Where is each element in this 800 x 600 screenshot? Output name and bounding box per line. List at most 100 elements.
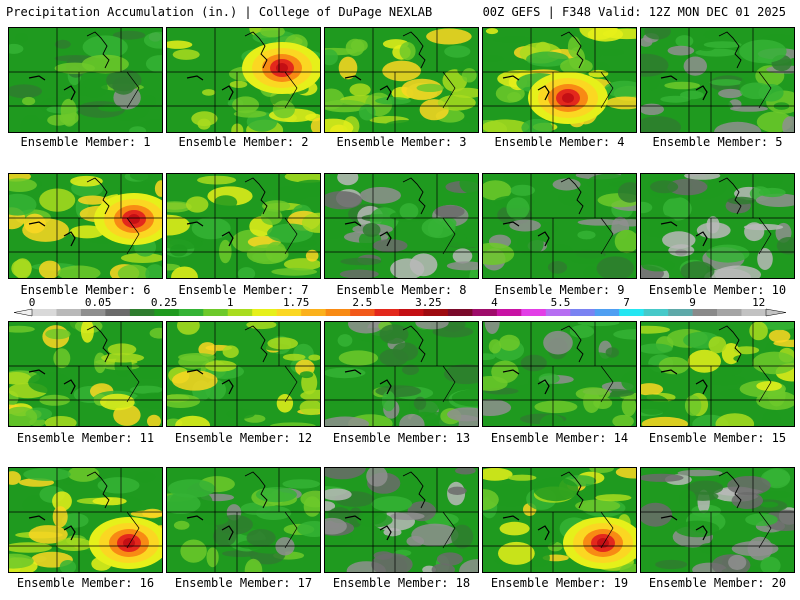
lake-outline: [718, 325, 742, 363]
precip-contour: [282, 479, 320, 489]
precip-contour: [117, 264, 150, 278]
precip-contour: [44, 416, 77, 426]
state-boundary: [600, 365, 614, 403]
state-boundary: [284, 71, 298, 109]
precip-contour: [560, 58, 593, 75]
lake-outline: [86, 325, 110, 363]
precip-contour: [267, 223, 313, 243]
lake-outline: [86, 471, 110, 509]
precip-contour: [9, 325, 35, 333]
panel-member-10: [640, 173, 795, 279]
precip-contour: [675, 249, 688, 256]
precip-contour: [305, 249, 319, 262]
precip-contour: [427, 219, 444, 238]
state-boundary: [442, 365, 456, 403]
precip-contour: [595, 494, 632, 502]
precip-contour: [756, 390, 794, 410]
river-outline: [186, 369, 234, 395]
precip-map: [325, 468, 478, 572]
precip-contour: [434, 205, 465, 218]
precip-contour: [402, 364, 419, 375]
precip-contour: [262, 200, 291, 212]
state-boundary: [126, 365, 140, 403]
colorbar-swatch: [496, 309, 522, 316]
precip-contour: [58, 86, 93, 97]
precip-contour: [9, 542, 52, 553]
precip-contour: [526, 51, 569, 67]
precip-contour: [621, 371, 636, 391]
precip-contour: [612, 414, 634, 426]
panel-caption: Ensemble Member: 9: [494, 283, 625, 297]
precip-contour: [760, 501, 779, 508]
precip-contour: [303, 496, 320, 517]
colorbar-swatch: [80, 309, 106, 316]
panel-caption: Ensemble Member: 4: [494, 135, 625, 149]
precip-contour: [399, 42, 416, 61]
precip-contour: [455, 468, 476, 475]
precip-contour: [641, 116, 681, 132]
panel-caption: Ensemble Member: 8: [336, 283, 467, 297]
precip-contour: [142, 95, 156, 109]
precip-contour: [297, 521, 320, 537]
panel-member-17: [166, 467, 321, 573]
precip-contour: [641, 363, 665, 386]
precip-contour: [206, 547, 219, 568]
precip-contour: [756, 491, 792, 499]
state-boundary: [758, 511, 772, 549]
precip-contour: [325, 220, 353, 239]
precip-contour: [762, 409, 781, 426]
precip-contour: [276, 394, 294, 413]
precip-contour: [451, 524, 474, 549]
precip-contour: [483, 55, 504, 62]
precip-contour: [177, 322, 200, 335]
precip-contour: [260, 208, 283, 225]
precip-contour: [709, 79, 743, 86]
precip-contour: [548, 174, 570, 179]
precip-contour: [483, 353, 496, 361]
precip-contour: [59, 560, 77, 572]
panel-caption: Ensemble Member: 7: [178, 283, 309, 297]
precip-contour: [641, 53, 669, 77]
precip-contour: [362, 223, 381, 237]
panel-caption: Ensemble Member: 18: [332, 576, 471, 590]
precip-contour: [756, 381, 782, 391]
precip-contour: [727, 196, 756, 205]
state-boundary: [600, 511, 614, 549]
precip-contour: [237, 267, 256, 278]
precip-contour: [577, 322, 620, 327]
precip-contour: [83, 28, 97, 33]
precip-contour: [760, 556, 781, 572]
precip-contour: [641, 343, 673, 354]
river-outline: [502, 221, 550, 247]
precip-contour: [731, 541, 779, 557]
precip-contour: [382, 60, 421, 82]
precip-contour: [167, 201, 192, 213]
precip-contour: [147, 414, 161, 426]
precip-map: [483, 468, 636, 572]
colorbar-swatch: [350, 309, 375, 316]
precip-contour: [232, 96, 260, 114]
precip-contour: [567, 36, 581, 58]
panel-member-13: [324, 321, 479, 427]
precip-contour: [459, 559, 478, 572]
precip-contour: [325, 488, 352, 501]
panel-caption: Ensemble Member: 3: [336, 135, 467, 149]
lake-outline: [86, 31, 110, 69]
precip-contour: [614, 229, 636, 254]
precip-contour: [390, 512, 425, 521]
precip-contour: [149, 327, 162, 339]
precip-contour: [534, 400, 578, 414]
precip-contour: [349, 83, 371, 97]
precip-contour: [708, 336, 727, 354]
precip-contour: [558, 190, 591, 206]
precip-contour: [399, 203, 419, 220]
precip-contour: [641, 201, 653, 214]
precip-contour: [533, 477, 579, 502]
colorbar-swatch: [594, 309, 620, 316]
precip-contour: [687, 349, 721, 373]
precip-contour: [97, 477, 140, 494]
river-outline: [28, 515, 76, 541]
precip-contour: [483, 119, 530, 132]
colorbar-swatch: [32, 309, 57, 316]
precip-contour: [222, 345, 239, 358]
